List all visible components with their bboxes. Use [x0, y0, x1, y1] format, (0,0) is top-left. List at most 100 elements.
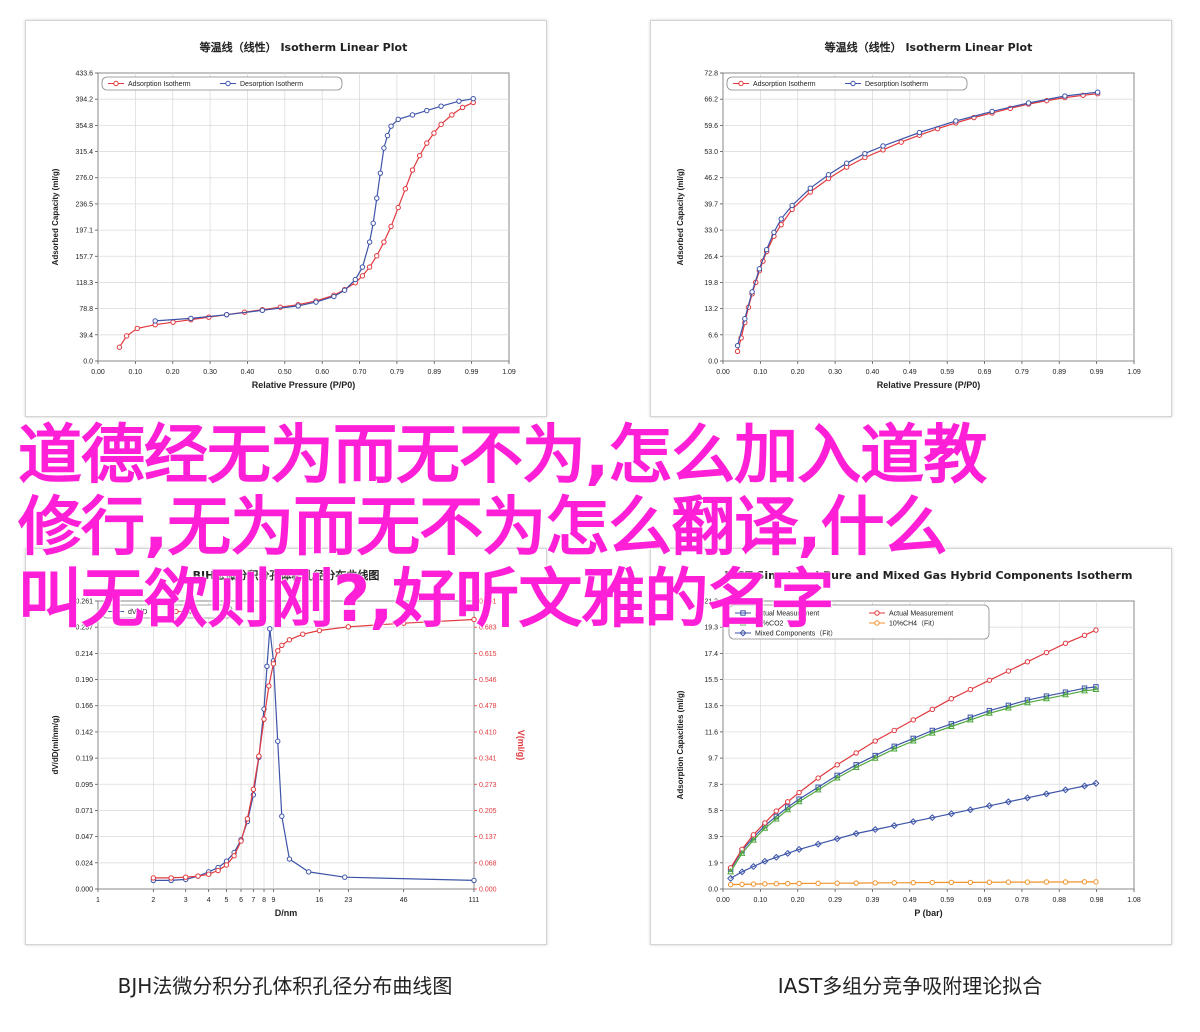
- data-point: [891, 880, 897, 886]
- x-tick-label: 0.20: [791, 897, 805, 904]
- y-tick-label: 3.9: [708, 834, 718, 841]
- data-point: [928, 729, 936, 736]
- x-tick-label: 0.79: [1015, 369, 1029, 376]
- x-axis-label: D/nm: [275, 908, 298, 918]
- x-tick-label: 0.70: [353, 369, 367, 376]
- data-point: [761, 857, 769, 865]
- y-tick-label: 78.8: [79, 306, 93, 313]
- data-point: [116, 344, 123, 350]
- y-axis-label: dV/dD(ml/nm/g): [51, 715, 60, 774]
- data-point: [985, 709, 993, 716]
- y-tick-label: 0.237: [75, 625, 93, 632]
- data-point: [928, 814, 936, 822]
- y2-axis-label: V(ml/g): [516, 730, 526, 761]
- y2-tick-label: 0.205: [479, 808, 497, 815]
- chart-panel-top-left: 等温线（线性） Isotherm Linear Plot 0.0 39.4 78.8 1…: [25, 20, 547, 417]
- data-point: [359, 273, 366, 279]
- data-point: [388, 223, 394, 230]
- data-point: [890, 822, 898, 830]
- data-point: [1043, 694, 1050, 702]
- legend-swatch-marker: [874, 610, 880, 616]
- data-point: [1093, 879, 1099, 885]
- data-point: [342, 874, 348, 880]
- data-point: [929, 879, 936, 886]
- data-point: [215, 867, 221, 874]
- legend-entry: Actual Measurement: [755, 611, 819, 618]
- data-point: [313, 299, 319, 305]
- x-tick-label: 0.20: [166, 369, 180, 376]
- y-tick-label: 39.4: [79, 332, 93, 339]
- data-point: [409, 167, 416, 173]
- data-point: [947, 722, 955, 730]
- data-point: [275, 648, 281, 654]
- x-tick-label: 0.69: [978, 897, 992, 904]
- plot-area: [722, 72, 1135, 362]
- data-point: [1062, 640, 1069, 646]
- x-tick-label: 6: [239, 897, 243, 904]
- x-tick-label: 0.00: [91, 369, 105, 376]
- data-point: [1081, 879, 1088, 885]
- x-tick-label: 0.30: [203, 369, 217, 376]
- legend-swatch-marker: [113, 608, 119, 615]
- data-point: [909, 818, 917, 826]
- data-point: [953, 118, 959, 124]
- x-tick-label: 0.69: [978, 369, 992, 376]
- legend-swatch-marker: [113, 80, 119, 87]
- data-point: [134, 325, 141, 332]
- legend: Actual Measurement 90%CO2（Fit） Mixed Compo…: [728, 604, 990, 640]
- data-point: [739, 881, 745, 888]
- legend-entry: Desorption Isotherm: [240, 81, 303, 88]
- data-point: [967, 686, 974, 693]
- legend-entry: V: [188, 609, 193, 616]
- x-tick-label: 0.59: [940, 369, 954, 376]
- x-tick-label: 1.08: [1127, 897, 1141, 904]
- legend-swatch-marker: [739, 629, 747, 637]
- y2-tick-label: 0.751: [479, 599, 497, 606]
- data-point: [727, 867, 735, 875]
- legend-swatch-marker: [739, 619, 747, 626]
- y-tick-label: 26.4: [704, 254, 718, 261]
- data-point: [1043, 649, 1050, 656]
- chart-panel-bottom-right: IAST Simulated Pure and Mixed Gas Hybrid…: [650, 548, 1172, 945]
- data-point: [872, 880, 878, 886]
- y-tick-label: 46.2: [704, 175, 718, 182]
- y-tick-label: 19.3: [704, 625, 718, 632]
- legend-box: [101, 604, 233, 619]
- legend-swatch-marker: [225, 80, 231, 87]
- data-point: [244, 816, 251, 822]
- y-tick-label: 0.190: [75, 677, 93, 684]
- y-tick-label: 9.7: [708, 756, 718, 763]
- data-point: [986, 879, 993, 885]
- data-point: [772, 853, 780, 861]
- data-point: [1005, 668, 1012, 674]
- data-point: [266, 683, 272, 689]
- data-point: [843, 160, 850, 166]
- data-point: [205, 871, 212, 877]
- data-point: [295, 303, 301, 309]
- data-point: [1094, 89, 1101, 95]
- series-5: [727, 779, 1100, 882]
- data-point: [267, 626, 273, 632]
- data-point: [1023, 794, 1031, 802]
- data-point: [762, 881, 768, 887]
- data-point: [833, 774, 841, 781]
- legend-entry: Mixed Components（Fit）: [755, 630, 837, 638]
- series-line: [730, 688, 1096, 873]
- data-point: [270, 661, 277, 667]
- legend-swatch-marker: [738, 80, 744, 87]
- data-point: [761, 824, 769, 831]
- data-point: [449, 112, 455, 118]
- data-point: [424, 107, 430, 114]
- series-2: [727, 627, 1099, 871]
- data-point: [424, 140, 430, 146]
- x-tick-label: 0.10: [129, 369, 143, 376]
- overlay-line-3: 叫无欲则刚?,好听文雅的名字: [18, 563, 834, 637]
- data-point: [1062, 93, 1068, 99]
- y-tick-label: 0.071: [75, 808, 93, 815]
- x-tick-label: 0.49: [903, 369, 917, 376]
- series-2: [150, 616, 477, 881]
- data-point: [947, 810, 955, 818]
- data-point: [300, 631, 306, 637]
- y2-tick-label: 0.615: [479, 651, 497, 658]
- data-point: [727, 881, 734, 888]
